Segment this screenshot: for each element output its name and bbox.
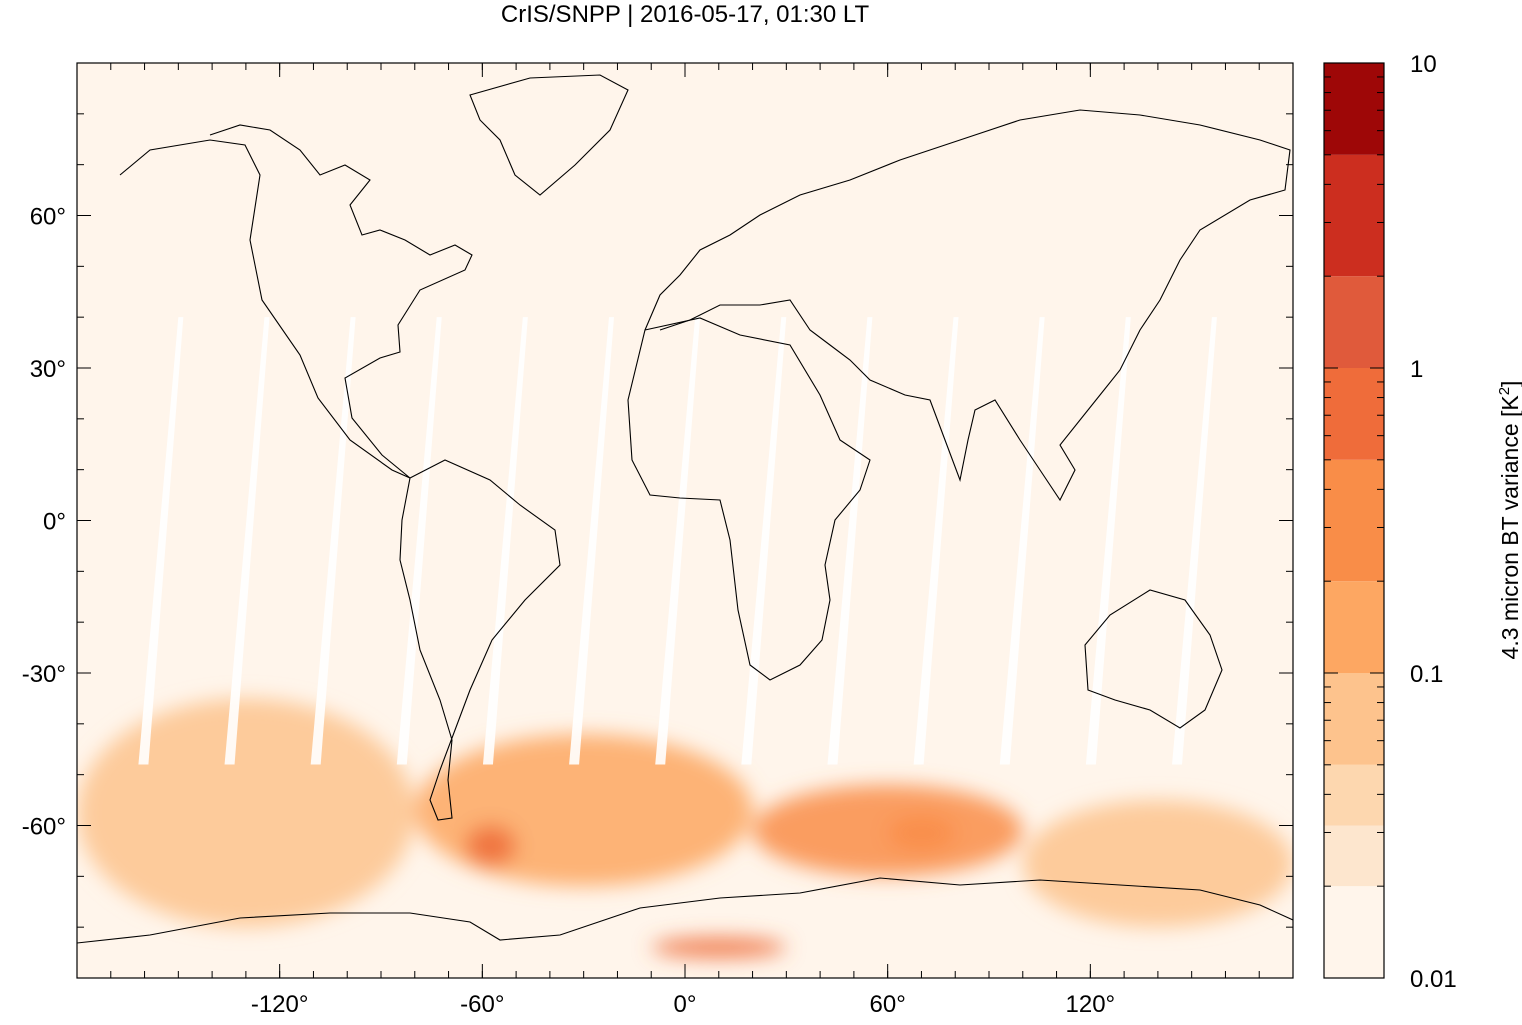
variance-region-4 [887,815,956,851]
colorbar [1323,62,1385,979]
coastline-australia [1084,589,1223,729]
x-tick-label: -120° [251,991,309,1018]
colorbar-label-superscript: 2 [1496,387,1513,395]
coastline-greenland [469,74,629,196]
variance-region-6 [1022,800,1293,928]
variance-regions [77,698,1293,958]
variance-region-1 [414,734,753,887]
chart-title: CrIS/SNPP | 2016-05-17, 01:30 LT [501,1,870,28]
colorbar-level [1324,886,1384,978]
orbit-gap [569,317,614,765]
orbit-gap [827,317,873,765]
y-tick-label: 60° [30,204,66,231]
orbit-gap [224,317,270,765]
colorbar-level [1324,154,1384,277]
variance-region-2 [465,825,517,867]
x-axis: -120° -60° 0° 60° 120° [76,63,1294,1018]
orbit-gaps [138,317,1217,765]
colorbar-tick-label: 0.1 [1410,661,1443,688]
orbit-gap [913,317,959,765]
colorbar-axis: 10 1 0.1 0.01 [1324,51,1457,993]
x-tick-label: 0° [674,991,697,1018]
y-axis: 60° 30° 0° -30° -60° [22,62,1293,979]
coastline-africa [627,317,871,681]
colorbar-level [1324,459,1384,582]
orbit-gap [310,317,356,765]
colorbar-level [1324,673,1384,765]
colorbar-frame [1323,62,1385,979]
orbit-gap [138,317,184,765]
orbit-gap [1172,317,1217,765]
colorbar-tick-label: 1 [1410,356,1423,383]
coastline-antarctica [77,877,1293,944]
orbit-gap [655,317,701,765]
colorbar-level [1324,825,1384,887]
coastline-eurasia [644,109,1291,502]
x-tick-label: 120° [1066,991,1116,1018]
variance-region-0 [77,698,415,928]
colorbar-level [1324,581,1384,673]
orbit-gap [999,317,1045,765]
colorbar-level [1324,63,1384,155]
coastline-north-america [119,124,473,479]
colorbar-label-end: ] [1497,381,1522,387]
colorbar-label-text: 4.3 micron BT variance [K [1497,395,1522,660]
variance-region-5 [651,937,787,958]
colorbar-tick-label: 0.01 [1410,966,1457,993]
orbit-gap [1085,317,1131,765]
y-tick-label: -60° [22,814,66,841]
x-tick-label: -60° [460,991,504,1018]
y-tick-label: -30° [22,661,66,688]
orbit-gap [482,317,528,765]
colorbar-tick-label: 10 [1410,51,1437,78]
y-tick-label: 30° [30,356,66,383]
y-tick-label: 0° [43,509,66,536]
coastline-south-america [399,459,561,821]
colorbar-label: 4.3 micron BT variance [K2] [1496,381,1522,660]
orbit-gap [396,317,442,765]
x-tick-label: 60° [870,991,906,1018]
colorbar-level [1324,368,1384,460]
colorbar-level [1324,276,1384,368]
plot-area [77,63,1293,978]
variance-region-3 [752,784,1023,877]
colorbar-level [1324,764,1384,826]
orbit-gap [741,317,787,765]
coastlines [77,74,1293,944]
